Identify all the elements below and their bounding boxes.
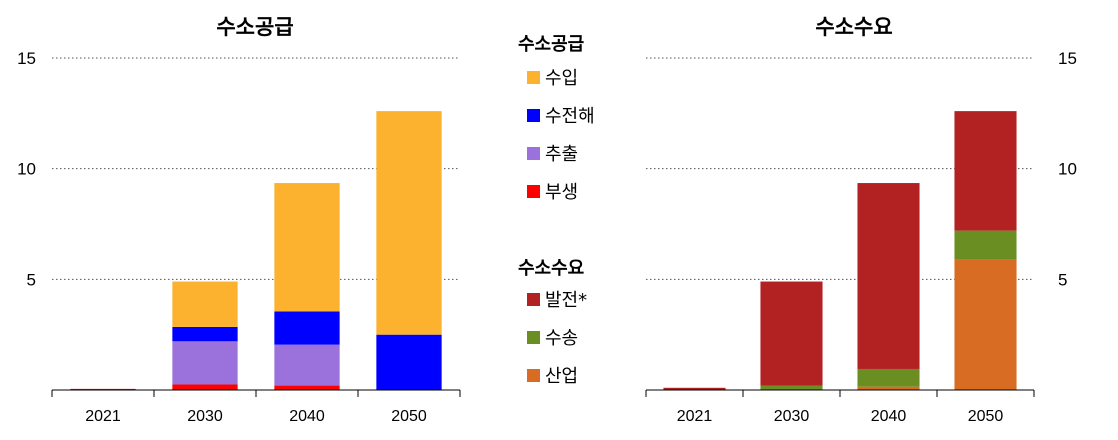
supply-category-label: 2021	[85, 408, 121, 425]
supply-legend-swatch	[527, 71, 540, 84]
demand-bar-segment	[954, 111, 1017, 231]
demand-legend-label: 수송	[545, 328, 578, 349]
supply-bar-segment	[172, 281, 238, 327]
supply-bar-segment	[70, 388, 136, 390]
demand-grid: 5 10 15	[646, 49, 1077, 289]
supply-bar-segment	[172, 384, 238, 390]
supply-y-tick-label: 10	[17, 160, 36, 179]
supply-bar-segment	[376, 111, 442, 335]
demand-legend-swatch	[527, 369, 540, 382]
supply-y-tick-label: 5	[27, 270, 36, 289]
demand-category-label: 2040	[871, 408, 907, 425]
supply-category-label: 2030	[187, 408, 223, 425]
demand-bar-segment	[954, 259, 1017, 390]
demand-bar-segment	[954, 230, 1017, 260]
demand-legend-swatch	[527, 331, 540, 344]
demand-bars	[663, 111, 1017, 390]
supply-legend-swatch	[527, 109, 540, 122]
supply-chart-title: 수소공급	[216, 15, 293, 39]
supply-legend-label: 추출	[545, 144, 578, 165]
demand-bar-segment	[857, 368, 920, 387]
demand-y-tick-label: 15	[1058, 49, 1077, 68]
demand-chart-title: 수소수요	[815, 15, 892, 39]
demand-bar-segment	[663, 387, 726, 390]
demand-category-label: 2021	[677, 408, 713, 425]
demand-chart: 수소수요 5 10 15 2021 2030 2040 2050	[645, 15, 1077, 425]
supply-bar-segment	[274, 344, 340, 386]
supply-bar-segment	[274, 311, 340, 345]
supply-bar-segment	[172, 341, 238, 385]
demand-legend-swatch	[527, 293, 540, 306]
demand-category-label: 2050	[968, 408, 1004, 425]
demand-y-tick-label: 10	[1058, 160, 1077, 179]
supply-bar-segment	[274, 183, 340, 312]
demand-category-label: 2030	[774, 408, 810, 425]
legend-demand-title: 수소수요	[518, 258, 584, 279]
supply-category-label: 2040	[289, 408, 325, 425]
demand-legend-label: 산업	[545, 366, 578, 387]
supply-legend-label: 수입	[545, 68, 578, 89]
demand-bar-segment	[857, 183, 920, 369]
demand-legend-label: 발전*	[545, 290, 587, 311]
supply-legend-label: 부생	[545, 182, 578, 203]
demand-bar-segment	[760, 281, 823, 386]
demand-bar-segment	[857, 386, 920, 390]
supply-legend-swatch	[527, 147, 540, 160]
legend-supply-title: 수소공급	[518, 34, 584, 55]
supply-chart: 수소공급 5 10 15 2021 2030 2040 2050	[17, 15, 461, 425]
supply-legend-swatch	[527, 185, 540, 198]
supply-bar-segment	[172, 326, 238, 342]
demand-y-tick-label: 5	[1058, 270, 1067, 289]
supply-legend-label: 수전해	[545, 106, 595, 127]
supply-bar-segment	[274, 385, 340, 390]
supply-x-axis: 2021 2030 2040 2050	[51, 389, 461, 425]
supply-bars	[70, 111, 442, 390]
supply-category-label: 2050	[391, 408, 427, 425]
demand-bar-segment	[760, 385, 823, 390]
supply-y-tick-label: 15	[17, 49, 36, 68]
demand-x-axis: 2021 2030 2040 2050	[645, 389, 1035, 425]
supply-bar-segment	[376, 334, 442, 390]
